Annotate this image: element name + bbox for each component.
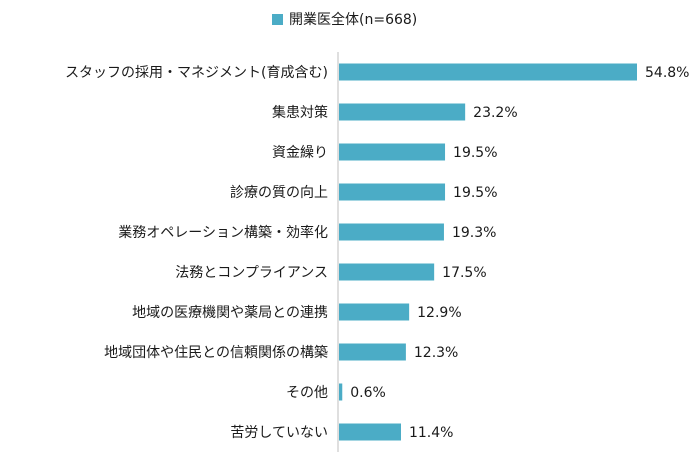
bar: [339, 223, 444, 241]
value-label: 19.3%: [452, 225, 496, 241]
category-label: 法務とコンプライアンス: [175, 265, 328, 281]
value-label: 19.5%: [453, 185, 497, 201]
bar: [339, 383, 343, 401]
bar: [339, 343, 406, 361]
bar: [339, 303, 410, 321]
bar: [339, 423, 401, 441]
value-label: 12.3%: [414, 345, 458, 361]
legend-label: 開業医全体(n=668): [289, 12, 418, 28]
legend: 開業医全体(n=668): [272, 10, 417, 28]
category-label: 資金繰り: [272, 145, 328, 161]
category-label: スタッフの採用・マネジメント(育成含む): [65, 65, 328, 81]
bar: [339, 263, 435, 281]
category-label: 診療の質の向上: [230, 184, 328, 201]
category-label: 地域団体や住民との信頼関係の構築: [104, 345, 328, 361]
value-label: 0.6%: [350, 385, 386, 401]
category-label: 業務オペレーション構築・効率化: [118, 224, 328, 241]
category-label: 苦労していない: [230, 425, 328, 441]
category-label: その他: [286, 385, 328, 401]
value-label: 54.8%: [645, 65, 689, 81]
value-label: 17.5%: [442, 265, 486, 281]
value-label: 23.2%: [473, 105, 517, 121]
value-label: 19.5%: [453, 145, 497, 161]
category-label: 地域の医療機関や薬局との連携: [132, 304, 328, 321]
legend-swatch: [272, 13, 283, 25]
bar: [339, 103, 466, 121]
value-label: 12.9%: [417, 305, 461, 321]
bar: [339, 183, 446, 201]
value-label: 11.4%: [409, 425, 453, 441]
category-label: 集患対策: [272, 104, 328, 121]
bar: [339, 63, 637, 81]
bar: [339, 143, 446, 161]
